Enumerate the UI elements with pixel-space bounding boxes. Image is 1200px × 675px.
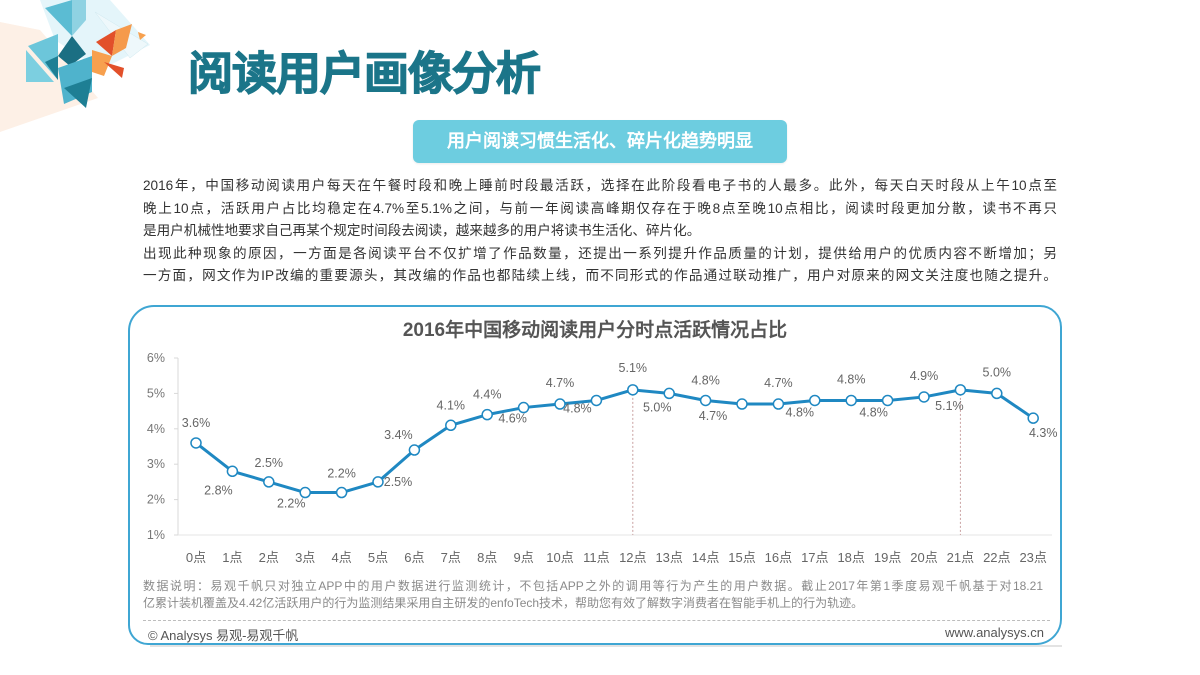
data-label: 3.6% xyxy=(182,416,211,430)
data-label: 5.1% xyxy=(935,399,964,413)
data-point-marker xyxy=(226,465,239,478)
x-tick-label: 3点 xyxy=(295,550,315,565)
data-point-marker xyxy=(736,398,748,410)
subtitle-banner: 用户阅读习惯生活化、碎片化趋势明显 xyxy=(413,120,787,163)
footer-divider xyxy=(143,620,1050,621)
data-point-marker xyxy=(627,384,639,396)
data-label: 5.1% xyxy=(619,361,648,375)
y-tick-label: 4% xyxy=(147,422,165,436)
x-tick-label: 5点 xyxy=(368,550,388,565)
data-label: 2.2% xyxy=(327,467,356,481)
data-point-marker xyxy=(408,444,421,456)
data-line xyxy=(195,388,1035,495)
x-tick-label: 2点 xyxy=(259,550,279,565)
body-line: 一方面，网文作为IP改编的重要源头，其改编的作品也都陆续上线，而不同形式的作品通… xyxy=(143,268,1057,283)
chart-title: 2016年中国移动阅读用户分时点活跃情况占比 xyxy=(402,320,788,341)
data-label: 4.8% xyxy=(691,373,720,387)
x-tick-label: 12点 xyxy=(619,550,646,565)
y-tick-label: 5% xyxy=(147,386,165,400)
data-label: 4.3% xyxy=(1029,426,1058,440)
chart-box-shadow xyxy=(150,645,1062,647)
data-label: 4.8% xyxy=(837,372,866,386)
data-label: 2.5% xyxy=(255,456,283,470)
data-point-marker xyxy=(845,394,857,407)
data-point-marker xyxy=(954,384,967,396)
data-label: 5.0% xyxy=(643,400,672,414)
body-line: 2016年，中国移动阅读用户每天在午餐时段和晚上睡前时段最活跃，选择在此阶段看电… xyxy=(143,178,1057,193)
data-point-marker xyxy=(517,401,530,414)
footnote-line: 亿累计装机覆盖及4.42亿活跃用户的行为监测结果采用自主研发的enfoTech技… xyxy=(143,596,864,610)
line-chart: 1% 2% 3% 4% 5% 6% 0点 1点 2点 3点 4点 5点 6点 7点 8点 9点 10点 11点 12… xyxy=(147,351,1058,565)
data-point-marker xyxy=(299,486,311,499)
data-label: 2.8% xyxy=(204,483,233,497)
data-label: 2.5% xyxy=(384,475,413,489)
data-label: 2.2% xyxy=(277,497,306,511)
x-tick-label: 10点 xyxy=(546,550,573,565)
data-label: 4.6% xyxy=(498,412,526,426)
data-label: 4.7% xyxy=(764,376,793,390)
source-website: www.analysys.cn xyxy=(945,625,1044,640)
data-point-marker xyxy=(335,486,348,499)
x-tick-label: 16点 xyxy=(765,550,792,565)
x-tick-label: 15点 xyxy=(728,550,755,565)
data-point-marker xyxy=(699,394,712,407)
x-tick-label: 23点 xyxy=(1019,550,1046,565)
footnote-line: 数据说明：易观千帆只对独立APP中的用户数据进行监测统计，不包括APP之外的调用… xyxy=(143,579,1043,593)
data-label: 4.9% xyxy=(910,369,939,383)
data-point-marker xyxy=(590,394,603,407)
data-label: 4.8% xyxy=(563,401,592,415)
data-point-marker xyxy=(663,387,675,400)
x-tick-label: 11点 xyxy=(583,550,610,565)
x-tick-label: 1点 xyxy=(222,550,242,565)
x-tick-label: 7点 xyxy=(441,550,461,565)
x-tick-label: 19点 xyxy=(874,550,901,565)
x-tick-label: 4点 xyxy=(331,550,351,565)
data-point-marker xyxy=(809,394,821,407)
brand-logo-graphic xyxy=(0,0,150,132)
data-point-marker xyxy=(918,391,930,403)
data-point-marker xyxy=(481,408,493,421)
x-tick-label: 14点 xyxy=(692,550,719,565)
data-footnote: 数据说明：易观千帆只对独立APP中的用户数据进行监测统计，不包括APP之外的调用… xyxy=(143,578,1043,612)
data-point-marker xyxy=(372,476,384,488)
data-point-marker xyxy=(881,394,894,407)
body-line: 出现此种现象的原因，一方面是各阅读平台不仅扩增了作品数量，还提出一系列提升作品质… xyxy=(143,245,1057,261)
data-label: 3.4% xyxy=(384,428,413,442)
page-title: 阅读用户画像分析 xyxy=(187,47,541,99)
y-tick-label: 1% xyxy=(147,528,165,542)
y-tick-label: 6% xyxy=(147,351,165,365)
y-tick-label: 3% xyxy=(147,457,165,471)
x-tick-label: 0点 xyxy=(186,550,206,565)
data-point-marker xyxy=(263,476,275,488)
chart-panel: 2016年中国移动阅读用户分时点活跃情况占比 1% 2% 3% 4% 5% 6% 0点 1点 2… xyxy=(128,305,1062,645)
body-line: 是用户机械性地要求自己再某个规定时间段去阅读，越来越多的用户将读书生活化、碎片化… xyxy=(143,223,701,238)
data-point-marker xyxy=(445,419,457,432)
data-label: 4.8% xyxy=(786,405,815,419)
data-point-marker xyxy=(991,387,1003,400)
x-tick-label: 22点 xyxy=(983,550,1010,565)
x-tick-label: 18点 xyxy=(837,550,864,565)
data-label: 4.8% xyxy=(859,405,888,419)
data-label: 4.7% xyxy=(699,409,728,423)
x-tick-label: 6点 xyxy=(404,550,424,565)
x-tick-label: 9点 xyxy=(513,550,533,565)
data-label: 4.1% xyxy=(437,398,466,412)
data-point-marker xyxy=(554,398,566,410)
data-point-marker xyxy=(1027,412,1039,424)
data-point-marker xyxy=(190,437,202,449)
data-label: 5.0% xyxy=(983,365,1012,379)
x-tick-label: 17点 xyxy=(801,550,828,565)
data-point-marker xyxy=(772,398,785,410)
y-tick-label: 2% xyxy=(147,493,165,507)
source-credit: © Analysys 易观-易观千帆 xyxy=(148,628,299,643)
data-label: 4.4% xyxy=(473,388,502,402)
x-tick-label: 13点 xyxy=(655,550,682,565)
x-tick-label: 20点 xyxy=(910,550,937,565)
x-tick-label: 8点 xyxy=(477,550,497,565)
body-text: 2016年，中国移动阅读用户每天在午餐时段和晚上睡前时段最活跃，选择在此阶段看电… xyxy=(143,175,1057,288)
x-tick-label: 21点 xyxy=(947,550,974,565)
data-label: 4.7% xyxy=(546,376,575,390)
body-line: 晚上10点，活跃用户占比均稳定在4.7%至5.1%之间，与前一年阅读高峰期仅存在… xyxy=(143,200,1057,216)
